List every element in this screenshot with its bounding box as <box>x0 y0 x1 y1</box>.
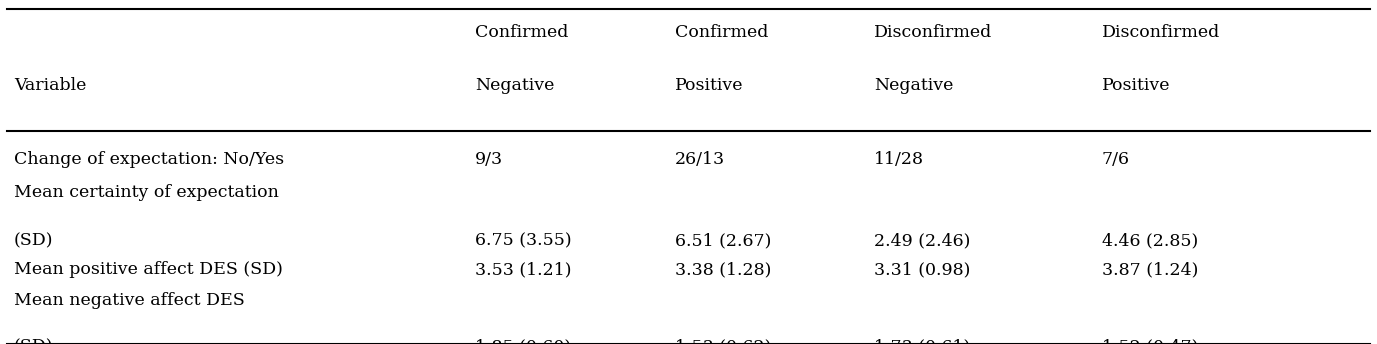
Text: 1.53 (0.62): 1.53 (0.62) <box>675 339 771 344</box>
Text: 6.51 (2.67): 6.51 (2.67) <box>675 232 771 249</box>
Text: 3.53 (1.21): 3.53 (1.21) <box>475 261 571 278</box>
Text: 26/13: 26/13 <box>675 151 724 168</box>
Text: 3.31 (0.98): 3.31 (0.98) <box>874 261 971 278</box>
Text: Disconfirmed: Disconfirmed <box>1102 24 1220 41</box>
Text: Confirmed: Confirmed <box>475 24 569 41</box>
Text: 2.49 (2.46): 2.49 (2.46) <box>874 232 971 249</box>
Text: (SD): (SD) <box>14 339 54 344</box>
Text: Confirmed: Confirmed <box>675 24 768 41</box>
Text: 3.38 (1.28): 3.38 (1.28) <box>675 261 771 278</box>
Text: Positive: Positive <box>1102 77 1170 94</box>
Text: 4.46 (2.85): 4.46 (2.85) <box>1102 232 1198 249</box>
Text: Mean positive affect DES (SD): Mean positive affect DES (SD) <box>14 261 282 278</box>
Text: Mean certainty of expectation: Mean certainty of expectation <box>14 184 278 201</box>
Text: 3.87 (1.24): 3.87 (1.24) <box>1102 261 1198 278</box>
Text: Negative: Negative <box>475 77 555 94</box>
Text: 7/6: 7/6 <box>1102 151 1129 168</box>
Text: 1.85 (0.60): 1.85 (0.60) <box>475 339 571 344</box>
Text: (SD): (SD) <box>14 232 54 249</box>
Text: Disconfirmed: Disconfirmed <box>874 24 993 41</box>
Text: Variable: Variable <box>14 77 87 94</box>
Text: 6.75 (3.55): 6.75 (3.55) <box>475 232 571 249</box>
Text: Mean negative affect DES: Mean negative affect DES <box>14 292 245 309</box>
Text: Positive: Positive <box>675 77 744 94</box>
Text: 11/28: 11/28 <box>874 151 924 168</box>
Text: 1.52 (0.47): 1.52 (0.47) <box>1102 339 1198 344</box>
Text: Change of expectation: No/Yes: Change of expectation: No/Yes <box>14 151 284 168</box>
Text: 9/3: 9/3 <box>475 151 503 168</box>
Text: Negative: Negative <box>874 77 954 94</box>
Text: 1.73 (0.61): 1.73 (0.61) <box>874 339 971 344</box>
